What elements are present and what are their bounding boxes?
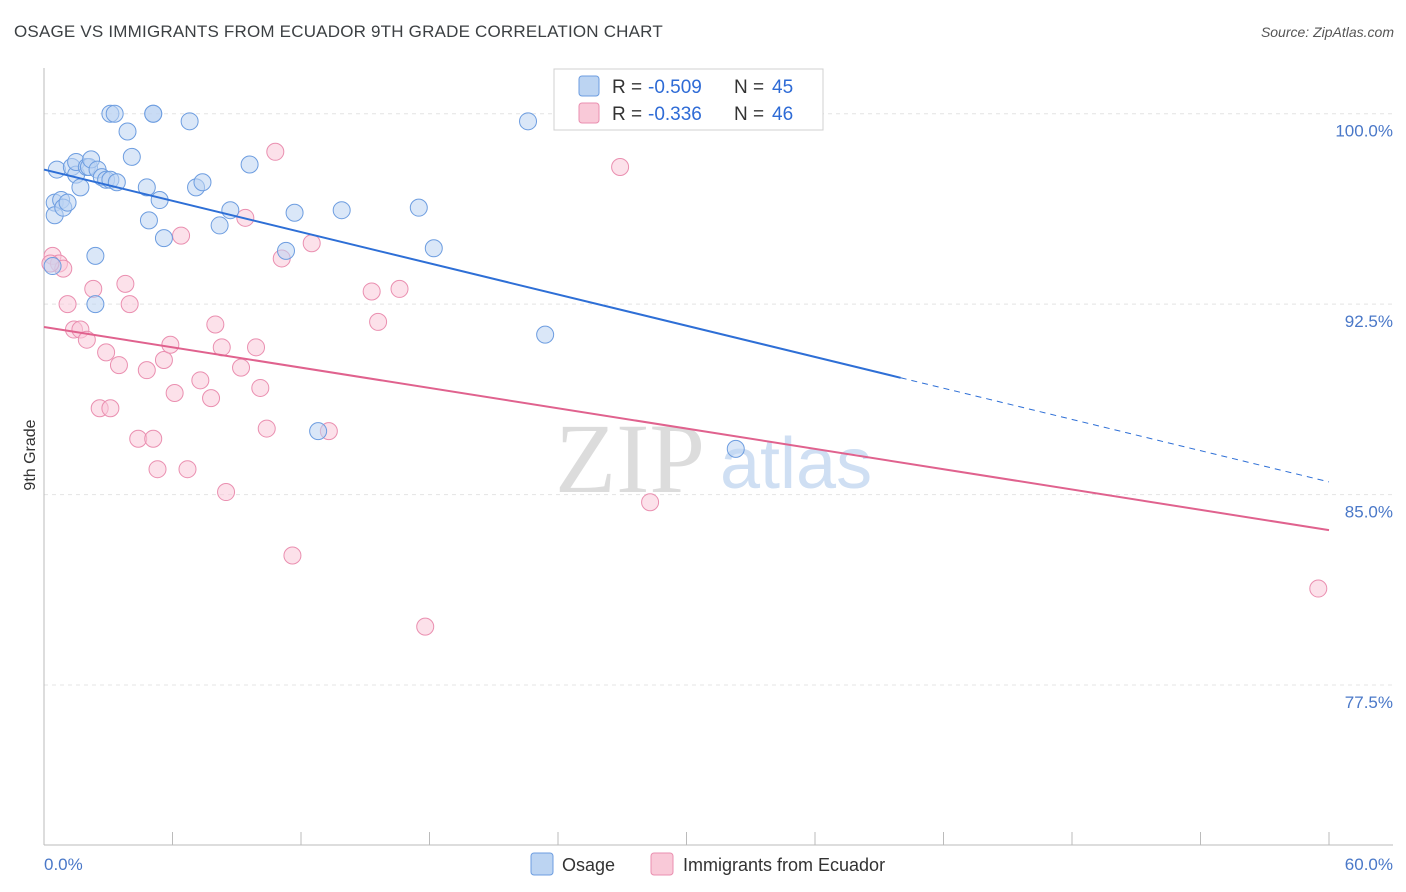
y-tick-labels: 77.5% 85.0% 92.5% 100.0% [1335, 122, 1393, 712]
ecuador-point [217, 483, 236, 502]
osage-point [118, 122, 137, 141]
ecuador-point [109, 356, 128, 375]
legend-swatch-ecuador [650, 852, 674, 876]
osage-point [122, 147, 141, 166]
ecuador-point [232, 358, 251, 377]
osage-point [210, 216, 229, 235]
chart-title: OSAGE VS IMMIGRANTS FROM ECUADOR 9TH GRA… [14, 22, 663, 41]
ecuador-point [84, 279, 103, 298]
trend-lines [43, 168, 1330, 532]
osage-point [86, 295, 105, 314]
ecuador-point [116, 274, 135, 293]
ecuador-trend-line [43, 326, 1330, 532]
ecuador-point [1309, 579, 1328, 598]
ecuador-point [416, 617, 435, 636]
osage-point [71, 178, 90, 197]
ecuador-point [129, 429, 148, 448]
osage-trend-extension [900, 377, 1330, 483]
osage-point [424, 239, 443, 258]
stats-r-value-osage: -0.509 [648, 77, 702, 98]
ecuador-point [154, 351, 173, 370]
y-tick-label: 92.5% [1345, 312, 1393, 331]
osage-point [536, 325, 555, 344]
legend-swatch-osage [530, 852, 554, 876]
osage-point [285, 203, 304, 222]
osage-point [58, 193, 77, 212]
x-tick-label-max: 60.0% [1345, 855, 1393, 874]
osage-point [154, 229, 173, 248]
ecuador-point [97, 343, 116, 362]
osage-point [105, 104, 124, 123]
osage-point [43, 257, 62, 276]
y-tick-label: 77.5% [1345, 693, 1393, 712]
stats-n-value-osage: 45 [772, 77, 793, 98]
osage-point [726, 439, 745, 458]
ecuador-point [206, 315, 225, 334]
ecuador-point [611, 158, 630, 177]
stats-r-label-ecuador: R = [612, 104, 642, 125]
y-tick-label: 85.0% [1345, 503, 1393, 522]
stats-legend-swatch-ecuador [578, 102, 600, 124]
x-ticks [43, 832, 1330, 845]
ecuador-point [266, 142, 285, 161]
watermark-zip: ZIP [555, 403, 705, 514]
osage-point [180, 112, 199, 131]
osage-trend-line [43, 168, 901, 379]
bottom-legend: Osage Immigrants from Ecuador [530, 852, 885, 876]
legend-label-osage: Osage [562, 855, 615, 875]
ecuador-point [165, 384, 184, 403]
ecuador-point [144, 429, 163, 448]
ecuador-point [120, 295, 139, 314]
ecuador-point [202, 389, 221, 408]
series-ecuador-points [41, 142, 1328, 636]
osage-point [519, 112, 538, 131]
osage-point [277, 241, 296, 260]
ecuador-point [302, 234, 321, 253]
osage-point [144, 104, 163, 123]
gridlines [44, 113, 1393, 686]
osage-point [332, 201, 351, 220]
ecuador-point [101, 399, 120, 418]
stats-n-value-ecuador: 46 [772, 104, 793, 125]
osage-point [409, 198, 428, 217]
legend-label-ecuador: Immigrants from Ecuador [683, 855, 885, 875]
osage-point [137, 178, 156, 197]
y-axis-label: 9th Grade [22, 419, 39, 490]
ecuador-point [390, 279, 409, 298]
series-osage-points [43, 104, 745, 458]
ecuador-point [58, 295, 77, 314]
ecuador-point [251, 378, 270, 397]
ecuador-point [178, 460, 197, 479]
watermark-atlas: atlas [720, 424, 872, 504]
ecuador-point [247, 338, 266, 357]
ecuador-point [191, 371, 210, 390]
ecuador-point [283, 546, 302, 565]
ecuador-point [148, 460, 167, 479]
osage-point [47, 160, 66, 179]
stats-r-value-ecuador: -0.336 [648, 104, 702, 125]
stats-n-label-ecuador: N = [734, 104, 764, 125]
stats-legend-swatch-osage [578, 75, 600, 97]
ecuador-point [362, 282, 381, 301]
stats-n-label-osage: N = [734, 77, 764, 98]
osage-point [86, 246, 105, 265]
ecuador-point [137, 361, 156, 380]
y-tick-label: 100.0% [1335, 122, 1393, 141]
ecuador-point [172, 226, 191, 245]
osage-point [193, 173, 212, 192]
osage-point [139, 211, 158, 230]
stats-legend: R = -0.509 N = 45 R = -0.336 N = 46 [553, 68, 824, 131]
ecuador-point [369, 312, 388, 331]
osage-point [240, 155, 259, 174]
stats-r-label-osage: R = [612, 77, 642, 98]
ecuador-point [161, 335, 180, 354]
ecuador-point [641, 493, 660, 512]
osage-point [309, 422, 328, 441]
source-label: Source: ZipAtlas.com [1260, 24, 1394, 40]
ecuador-point [257, 419, 276, 438]
x-tick-label-min: 0.0% [44, 855, 83, 874]
